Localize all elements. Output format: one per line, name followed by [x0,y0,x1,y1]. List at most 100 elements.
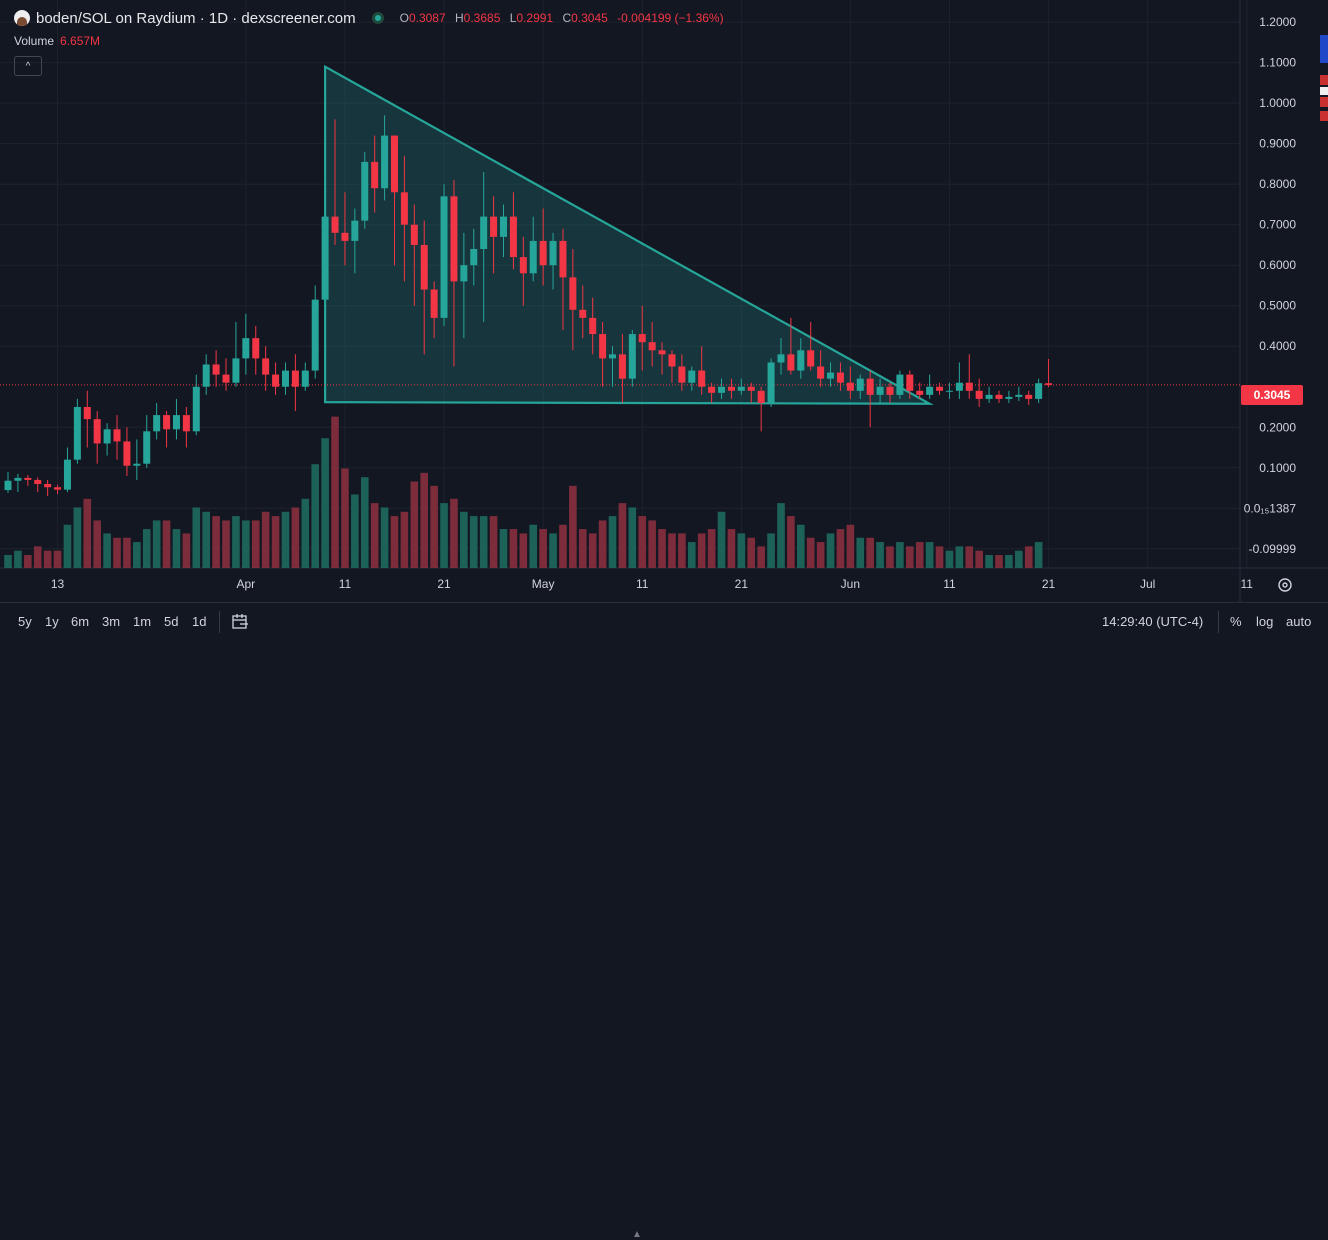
candle-body [44,483,52,488]
volume-label: Volume [14,34,55,48]
candle-body [668,354,676,367]
candle-body [420,244,428,290]
volume-bar [212,516,220,568]
price-axis-tick-label: 1.1000 [1259,56,1296,70]
timeframe-1m-button[interactable]: 1m [133,614,152,629]
candle-body [559,240,567,278]
price-axis-tick-label: 0.5000 [1259,299,1296,313]
timeframe-6m-button[interactable]: 6m [71,614,90,629]
candle-body [727,386,735,391]
candle-body [381,135,389,189]
candle-body [153,415,161,432]
token-logo-icon [14,10,30,26]
volume-bar [341,468,349,568]
volume-bar [73,507,82,568]
candle-body [400,192,408,225]
timeframe-5d-button[interactable]: 5d [164,614,179,629]
clock-timezone[interactable]: 14:29:40 (UTC-4) [1102,614,1204,629]
volume-bar [945,550,954,568]
percent-scale-toggle[interactable]: % [1230,614,1242,629]
candle-body [73,407,81,460]
volume-bar [242,520,250,568]
low-value: 0.2991 [516,11,554,25]
last-price-badge: 0.3045 [1241,385,1303,405]
volume-bar [301,498,310,568]
candle-body [579,309,587,318]
candle-body [708,386,716,393]
candle-body [767,362,775,403]
candle-body [143,431,151,464]
timeframe-1d-button[interactable]: 1d [192,614,207,629]
volume-bar [499,529,508,568]
volume-bar [529,524,538,568]
candle-body [410,224,418,245]
candle-body [698,370,706,387]
price-chart[interactable]: 1.2000 1.1000 1.0000 0.9000 0.8000 0.7000 0.60… [0,0,1328,641]
volume-bar [450,498,458,568]
bottom-toolbar: 5y 1y 6m 3m 1m 5d 1d 14:29:40 (UTC-4) % … [0,602,1328,1240]
price-axis-tick-label: 1.0000 [1259,96,1296,110]
candle-body [351,220,359,241]
candle-body [846,382,854,391]
candle-body [807,350,815,367]
candle-body [936,386,944,391]
timeframe-5y-button[interactable]: 5y [18,614,32,629]
auto-scale-toggle[interactable]: auto [1286,614,1312,629]
candle-body [371,161,379,189]
log-scale-toggle[interactable]: log [1256,614,1274,629]
time-axis-tick-label: 11 [339,577,352,591]
volume-bar [63,524,72,568]
candle-body [222,374,230,383]
timeframe-1y-button[interactable]: 1y [45,614,59,629]
candle-body [390,135,398,193]
candle-body [24,477,32,480]
volume-bar [440,503,448,568]
volume-bar [430,485,438,568]
volume-bar [1015,550,1023,568]
volume-bar [767,533,775,568]
chart-header: boden/SOL on Raydium · 1D · dexscreener.… [14,8,730,28]
volume-bar [509,529,518,568]
low-label: L [509,11,517,25]
candle-body [272,374,280,387]
candle-body [797,350,805,371]
candle-body [648,342,656,351]
candle-body [63,459,71,490]
price-axis-tick-label: 0.4000 [1259,339,1296,353]
volume-bar [133,542,141,568]
goto-date-calendar-icon[interactable] [231,612,249,630]
candle-body [1005,396,1013,399]
price-axis-tick-label: -0.09999 [1249,542,1297,556]
candle-body [1045,383,1053,385]
candle-body [1015,394,1023,397]
candle-body [926,386,934,395]
volume-bar [489,516,498,568]
volume-bar [618,503,627,568]
collapse-legend-button[interactable]: ^ [14,56,42,76]
volume-bar [24,555,32,568]
volume-value: 6.657M [60,34,101,48]
volume-bar [113,537,121,568]
candle-body [450,196,458,282]
time-axis-tick-label: 21 [1042,577,1056,591]
volume-bar [856,537,865,568]
timeframe-3m-button[interactable]: 3m [102,614,121,629]
volume-bar [291,507,300,568]
candle-body [93,419,101,444]
settings-gear-icon[interactable] [1277,577,1293,593]
candle-body [777,354,785,363]
candle-body [331,216,339,233]
expand-panel-icon[interactable]: ▲ [632,1229,642,1240]
volume-bar [737,533,746,568]
chart-title: boden/SOL on Raydium · 1D · dexscreener.… [36,9,356,27]
candle-body [123,441,131,466]
candle-body [955,382,963,391]
volume-bar [747,537,756,568]
candle-body [757,390,765,403]
volume-bar [906,546,914,568]
volume-bar [925,542,934,568]
candle-body [737,386,745,391]
chevron-up-icon: ^ [25,60,31,72]
candle-body [678,366,686,383]
volume-bar [588,533,597,568]
